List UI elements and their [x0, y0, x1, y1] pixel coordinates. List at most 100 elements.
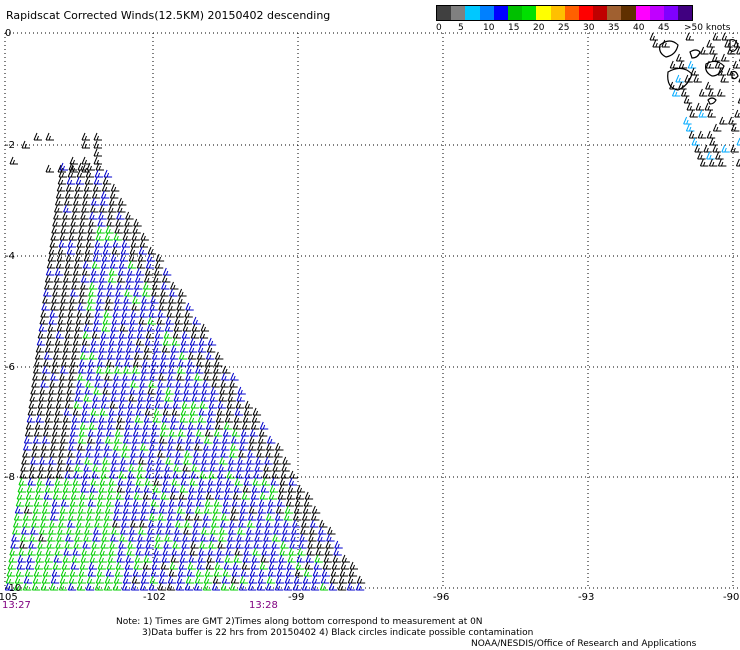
wind-barb: [143, 344, 153, 353]
wind-barb: [240, 428, 250, 437]
wind-barb: [36, 477, 45, 486]
wind-barb: [154, 470, 163, 479]
wind-barb: [73, 400, 82, 409]
wind-barb: [118, 540, 127, 549]
wind-barb: [45, 337, 55, 346]
wind-barb: [32, 435, 42, 444]
wind-barb: [35, 554, 44, 563]
wind-barb: [704, 102, 713, 111]
wind-barb: [140, 302, 149, 311]
wind-barb: [256, 512, 266, 521]
wind-barb: [62, 484, 72, 493]
wind-barb: [308, 533, 317, 542]
wind-barb: [186, 498, 196, 507]
wind-barb: [73, 190, 83, 199]
wind-barb: [675, 74, 684, 83]
wind-barb: [139, 582, 149, 591]
wind-barb: [63, 477, 72, 486]
wind-barb: [154, 540, 163, 549]
wind-barb: [119, 323, 129, 332]
wind-barb: [52, 491, 62, 500]
wind-barb: [229, 379, 238, 388]
wind-barb: [101, 183, 111, 192]
wind-barb: [61, 218, 70, 227]
wind-barb: [24, 498, 34, 507]
wind-barb: [331, 561, 340, 570]
wind-barb: [78, 295, 87, 304]
wind-barb: [252, 407, 262, 416]
wind-barb: [153, 267, 163, 276]
wind-barb: [699, 158, 709, 167]
wind-barb: [12, 526, 21, 535]
wind-barb: [109, 400, 118, 409]
wind-barb: [224, 484, 234, 493]
wind-barb: [247, 582, 257, 591]
wind-barb: [92, 393, 101, 402]
wind-barb: [115, 288, 124, 297]
wind-barb: [90, 477, 99, 486]
wind-barb: [223, 491, 233, 500]
wind-barb: [95, 372, 104, 381]
wind-barb: [175, 379, 184, 388]
wind-barb: [96, 295, 105, 304]
wind-barb: [332, 554, 341, 563]
wind-barb: [185, 505, 195, 514]
wind-barb: [160, 351, 170, 360]
wind-barb: [22, 449, 31, 458]
wind-barb: [107, 554, 116, 563]
wind-barb: [92, 253, 102, 262]
wind-barb: [220, 519, 229, 528]
wind-barb: [107, 211, 116, 220]
wind-barb: [215, 484, 225, 493]
wind-barb: [302, 575, 312, 584]
wind-barb: [128, 463, 137, 472]
wind-barb: [100, 190, 110, 199]
wind-barb: [183, 316, 192, 325]
wind-barb: [214, 351, 224, 360]
wind-barb: [93, 316, 102, 325]
wind-barb: [110, 393, 119, 402]
wind-barb: [287, 554, 296, 563]
wind-barb: [123, 428, 133, 437]
wind-barb: [169, 491, 179, 500]
wind-barb: [126, 407, 136, 416]
wind-barb: [272, 463, 281, 472]
wind-barb: [45, 547, 54, 556]
wind-barb: [140, 372, 149, 381]
wind-barb: [77, 505, 87, 514]
wind-barb: [277, 561, 286, 570]
wind-barb: [54, 267, 64, 276]
wind-barb: [86, 505, 96, 514]
wind-barb: [230, 442, 239, 451]
wind-barb: [142, 288, 151, 297]
wind-barb: [90, 197, 100, 206]
wind-barb: [270, 547, 279, 556]
wind-barb: [226, 540, 235, 549]
wind-barb: [18, 547, 27, 556]
wind-barb: [315, 547, 324, 556]
wind-barb: [73, 470, 82, 479]
wind-barb: [231, 568, 241, 577]
wind-barb: [339, 568, 349, 577]
wind-barb: [147, 246, 157, 255]
wind-barb: [122, 302, 131, 311]
wind-barb: [724, 39, 733, 48]
wind-barb: [62, 211, 71, 220]
wind-barb: [306, 547, 315, 556]
wind-barb: [21, 526, 30, 535]
wind-barb: [115, 351, 125, 360]
wind-barb: [69, 225, 78, 234]
wind-barb: [265, 449, 274, 458]
wind-barb: [49, 512, 59, 521]
wind-barb: [283, 519, 292, 528]
wind-barb: [90, 407, 100, 416]
wind-barb: [205, 421, 215, 430]
wind-barb: [43, 288, 52, 297]
wind-barb: [121, 512, 131, 521]
wind-barb: [231, 498, 241, 507]
wind-barb: [44, 344, 54, 353]
wind-barb: [213, 365, 222, 374]
wind-barb: [236, 463, 245, 472]
wind-barb: [66, 526, 75, 535]
